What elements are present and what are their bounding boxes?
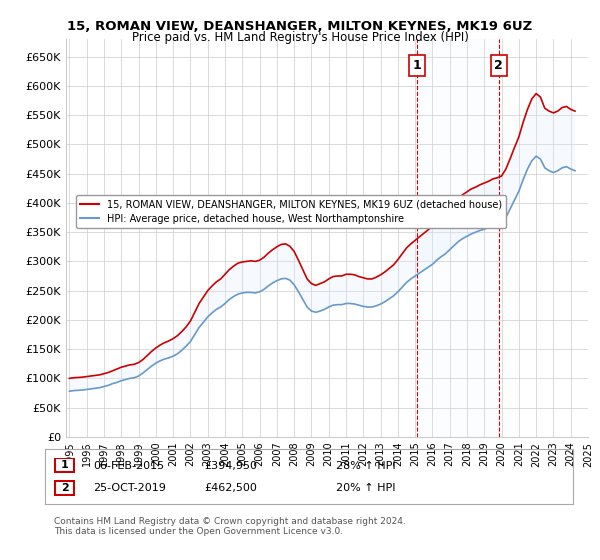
Text: Price paid vs. HM Land Registry's House Price Index (HPI): Price paid vs. HM Land Registry's House … (131, 31, 469, 44)
Text: 1: 1 (413, 59, 421, 72)
Text: This data is licensed under the Open Government Licence v3.0.: This data is licensed under the Open Gov… (54, 528, 343, 536)
Bar (417, 39, 499, 437)
Text: £394,950: £394,950 (204, 461, 257, 471)
Text: 06-FEB-2015: 06-FEB-2015 (93, 461, 164, 471)
Text: 28% ↑ HPI: 28% ↑ HPI (336, 461, 395, 471)
Text: £462,500: £462,500 (204, 483, 257, 493)
Text: 25-OCT-2019: 25-OCT-2019 (93, 483, 166, 493)
Legend: 15, ROMAN VIEW, DEANSHANGER, MILTON KEYNES, MK19 6UZ (detached house), HPI: Aver: 15, ROMAN VIEW, DEANSHANGER, MILTON KEYN… (76, 195, 506, 228)
Text: 2: 2 (61, 483, 68, 493)
FancyBboxPatch shape (55, 458, 74, 473)
Text: 15, ROMAN VIEW, DEANSHANGER, MILTON KEYNES, MK19 6UZ: 15, ROMAN VIEW, DEANSHANGER, MILTON KEYN… (67, 20, 533, 32)
Text: Contains HM Land Registry data © Crown copyright and database right 2024.: Contains HM Land Registry data © Crown c… (54, 517, 406, 526)
Text: 2: 2 (494, 59, 503, 72)
FancyBboxPatch shape (55, 480, 74, 495)
Text: 1: 1 (61, 460, 68, 470)
Text: 20% ↑ HPI: 20% ↑ HPI (336, 483, 395, 493)
